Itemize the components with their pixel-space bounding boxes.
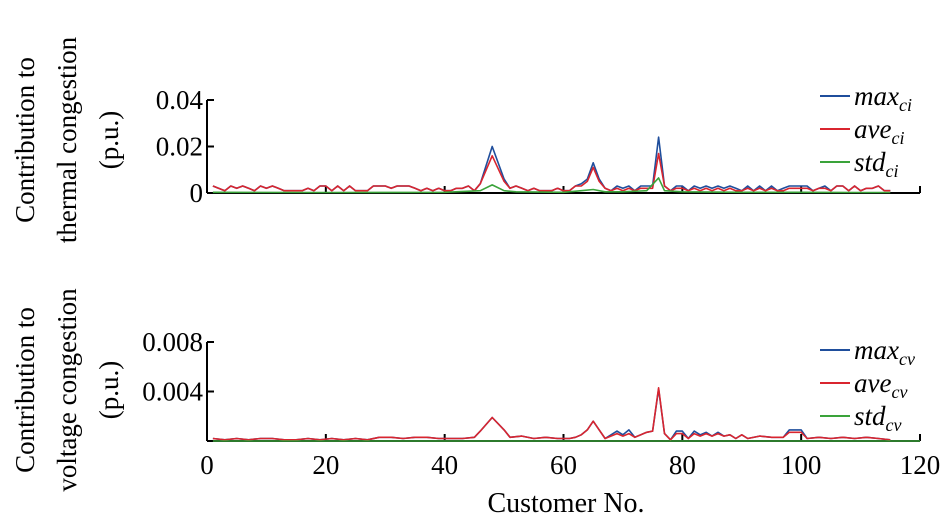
series-line-ave-cv <box>212 387 891 441</box>
series-line-ave-ci <box>212 152 891 192</box>
x-tick-label-2: 40 <box>431 450 458 480</box>
thermal-congestion-panel: 0 0.02 0.04 Contribution to thermal congesti… <box>10 36 921 243</box>
legend-subscript-ave-cv: cv <box>891 382 907 402</box>
x-tick-label-0: 0 <box>200 450 214 480</box>
y-tick-label-0-0: 0 <box>190 178 204 208</box>
series-line-max-ci <box>212 136 891 192</box>
legend-label-std-ci: stdci <box>854 147 899 181</box>
x-tick-label-6: 120 <box>900 450 941 480</box>
legend-subscript-std-cv: cv <box>886 415 902 435</box>
y-axis-label-1-line-1: voltage congestion <box>52 288 82 492</box>
y-tick-label-1-1: 0.008 <box>142 327 203 357</box>
legend-label-ave-cv: avecv <box>854 368 907 402</box>
series-line-std-ci <box>212 177 891 194</box>
y-axis-label-1-line-2: (p.u.) <box>94 361 124 419</box>
legend-label-ave-ci: aveci <box>854 114 904 148</box>
y-tick-label-0-2: 0.04 <box>156 85 204 115</box>
y-axis-label-1-line-0: Contribution to <box>10 307 40 473</box>
x-tick-label-3: 60 <box>550 450 577 480</box>
legend-label-max-ci: maxci <box>854 81 912 115</box>
x-tick-label-5: 100 <box>781 450 822 480</box>
y-tick-label-1-0: 0.004 <box>142 377 203 407</box>
legend-label-std-cv: stdcv <box>854 401 902 435</box>
legend-subscript-std-ci: ci <box>886 161 899 181</box>
legend-subscript-max-cv: cv <box>899 349 915 369</box>
x-axis-label: Customer No. <box>487 488 644 519</box>
x-tick-label-1: 20 <box>312 450 339 480</box>
legend-subscript-ave-ci: ci <box>891 128 904 148</box>
voltage-congestion-panel: 0.004 0.008 0 20 40 60 80 100 120 Contribution to… <box>10 288 940 492</box>
legend-subscript-max-ci: ci <box>899 95 912 115</box>
y-axis-label-0-line-1: thermal congestion <box>52 36 82 243</box>
y-axis-label-0-line-0: Contribution to <box>10 57 40 223</box>
y-axis-label-0-line-2: (p.u.) <box>94 111 124 169</box>
y-tick-label-0-1: 0.02 <box>156 132 203 162</box>
legend-label-max-cv: maxcv <box>854 335 915 369</box>
x-tick-label-4: 80 <box>669 450 696 480</box>
